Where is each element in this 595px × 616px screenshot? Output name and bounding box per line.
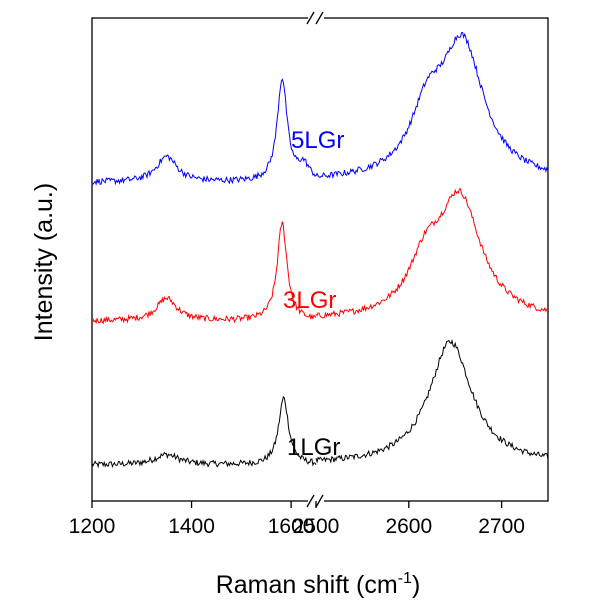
series-line-1lgr-segment-1 xyxy=(91,395,317,469)
x-tick-label-2600: 2600 xyxy=(385,515,432,538)
x-axis-title-main: Raman shift (cm xyxy=(216,571,398,599)
x-tick-label-2500: 2500 xyxy=(293,515,340,538)
series-line-3lgr-segment-1 xyxy=(91,221,317,325)
x-axis-title-superscript: -1 xyxy=(398,570,412,587)
series-label-3lgr: 3LGr xyxy=(283,287,336,314)
series-label-5lgr: 5LGr xyxy=(291,127,344,154)
series-line-1lgr-segment-2 xyxy=(315,338,549,464)
series-line-5lgr-segment-1 xyxy=(91,78,317,186)
series-line-3lgr-segment-2 xyxy=(315,188,549,319)
y-axis-title: Intensity (a.u.) xyxy=(30,183,58,341)
plot-frame xyxy=(91,17,549,502)
x-tick-label-1600: 1600 xyxy=(268,515,315,538)
series-label-1lgr: 1LGr xyxy=(287,434,340,461)
x-axis-title: Raman shift (cm-1) xyxy=(216,570,421,599)
series-line-5lgr-segment-2 xyxy=(315,31,549,180)
x-axis-title-suffix: ) xyxy=(412,571,420,599)
x-tick-label-1200: 1200 xyxy=(69,515,116,538)
series-layer xyxy=(91,31,549,469)
x-tick-label-1400: 1400 xyxy=(168,515,215,538)
axis-break-top xyxy=(306,10,324,26)
x-tick-label-2700: 2700 xyxy=(478,515,525,538)
